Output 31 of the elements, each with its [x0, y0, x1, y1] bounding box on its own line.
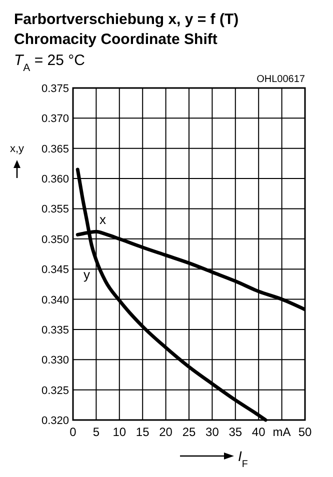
- y-tick-label: 0.360: [41, 174, 69, 186]
- x-tick-label: 5: [92, 425, 100, 439]
- y-tick-label: 0.330: [41, 354, 69, 367]
- x-tick-label: 50: [298, 425, 312, 439]
- y-tick-label: 0.355: [41, 204, 69, 216]
- y-tick-label: 0.375: [41, 83, 69, 95]
- x-tick-label: 30: [206, 425, 220, 439]
- y-tick-label: 0.365: [41, 143, 69, 156]
- x-axis-title: I$_{F}$: [238, 448, 248, 470]
- x-tick-label: 15: [136, 425, 150, 439]
- x-tick-label: 10: [112, 425, 126, 439]
- y-tick-label: 0.350: [41, 234, 69, 246]
- x-tick-label: 0: [70, 425, 77, 439]
- y-axis-title: x,y: [10, 143, 25, 155]
- chart-subtitle: Chromacity Coordinate Shift: [14, 31, 218, 48]
- x-tick-label: 35: [228, 425, 242, 439]
- x-tick-label: 20: [159, 425, 173, 439]
- chart-title: Farbortverschiebung x, y = f (T): [14, 11, 239, 28]
- x-tick-label: 25: [182, 425, 196, 439]
- x-tick-label: mA: [272, 425, 291, 439]
- series-label: y: [83, 267, 90, 282]
- y-tick-label: 0.335: [41, 324, 69, 336]
- series-label: x: [99, 212, 106, 228]
- text: T$_{A}$ = 25 °C: [14, 52, 86, 74]
- text: OHL00617: [256, 74, 306, 85]
- y-tick-label: 0.325: [41, 384, 69, 397]
- y-tick-label: 0.320: [41, 415, 69, 427]
- y-tick-label: 0.370: [41, 113, 69, 126]
- y-tick-label: 0.345: [41, 264, 69, 276]
- x-tick-label: 40: [252, 425, 266, 439]
- y-tick-label: 0.340: [41, 294, 69, 306]
